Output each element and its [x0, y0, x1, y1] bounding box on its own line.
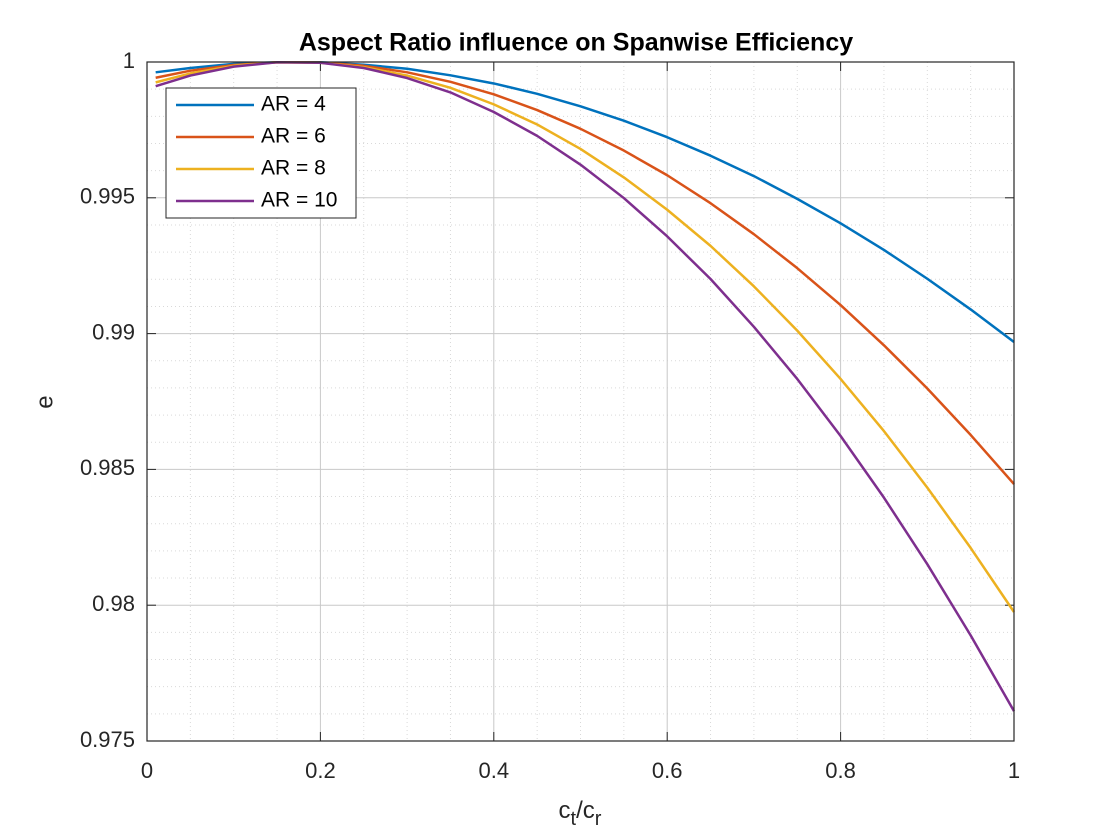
y-tick-label: 0.98: [92, 591, 135, 616]
legend-label: AR = 10: [261, 189, 337, 212]
x-tick-label: 1: [1008, 758, 1020, 783]
y-tick-label: 1: [123, 48, 135, 73]
legend-box: [165, 87, 357, 219]
legend-label: AR = 8: [261, 157, 326, 180]
y-tick-label: 0.975: [80, 727, 135, 752]
x-tick-label: 0.6: [652, 758, 683, 783]
y-axis-label: e: [31, 395, 58, 408]
x-tick-label: 0.8: [825, 758, 856, 783]
x-tick-label: 0.4: [479, 758, 510, 783]
y-tick-label: 0.995: [80, 184, 135, 209]
legend-label: AR = 6: [261, 125, 326, 148]
axes-box: [146, 61, 1015, 742]
y-tick-label: 0.985: [80, 455, 135, 480]
x-tick-label: 0: [141, 758, 153, 783]
legend: AR = 4 AR = 6 AR = 8 AR = 10: [165, 87, 357, 219]
chart-title: Aspect Ratio influence on Spanwise Effic…: [299, 29, 853, 57]
x-tick-label: 0.2: [305, 758, 336, 783]
legend-label: AR = 4: [261, 93, 326, 116]
x-axis-label: ct/cr: [559, 797, 602, 830]
y-tick-label: 0.99: [92, 319, 135, 344]
